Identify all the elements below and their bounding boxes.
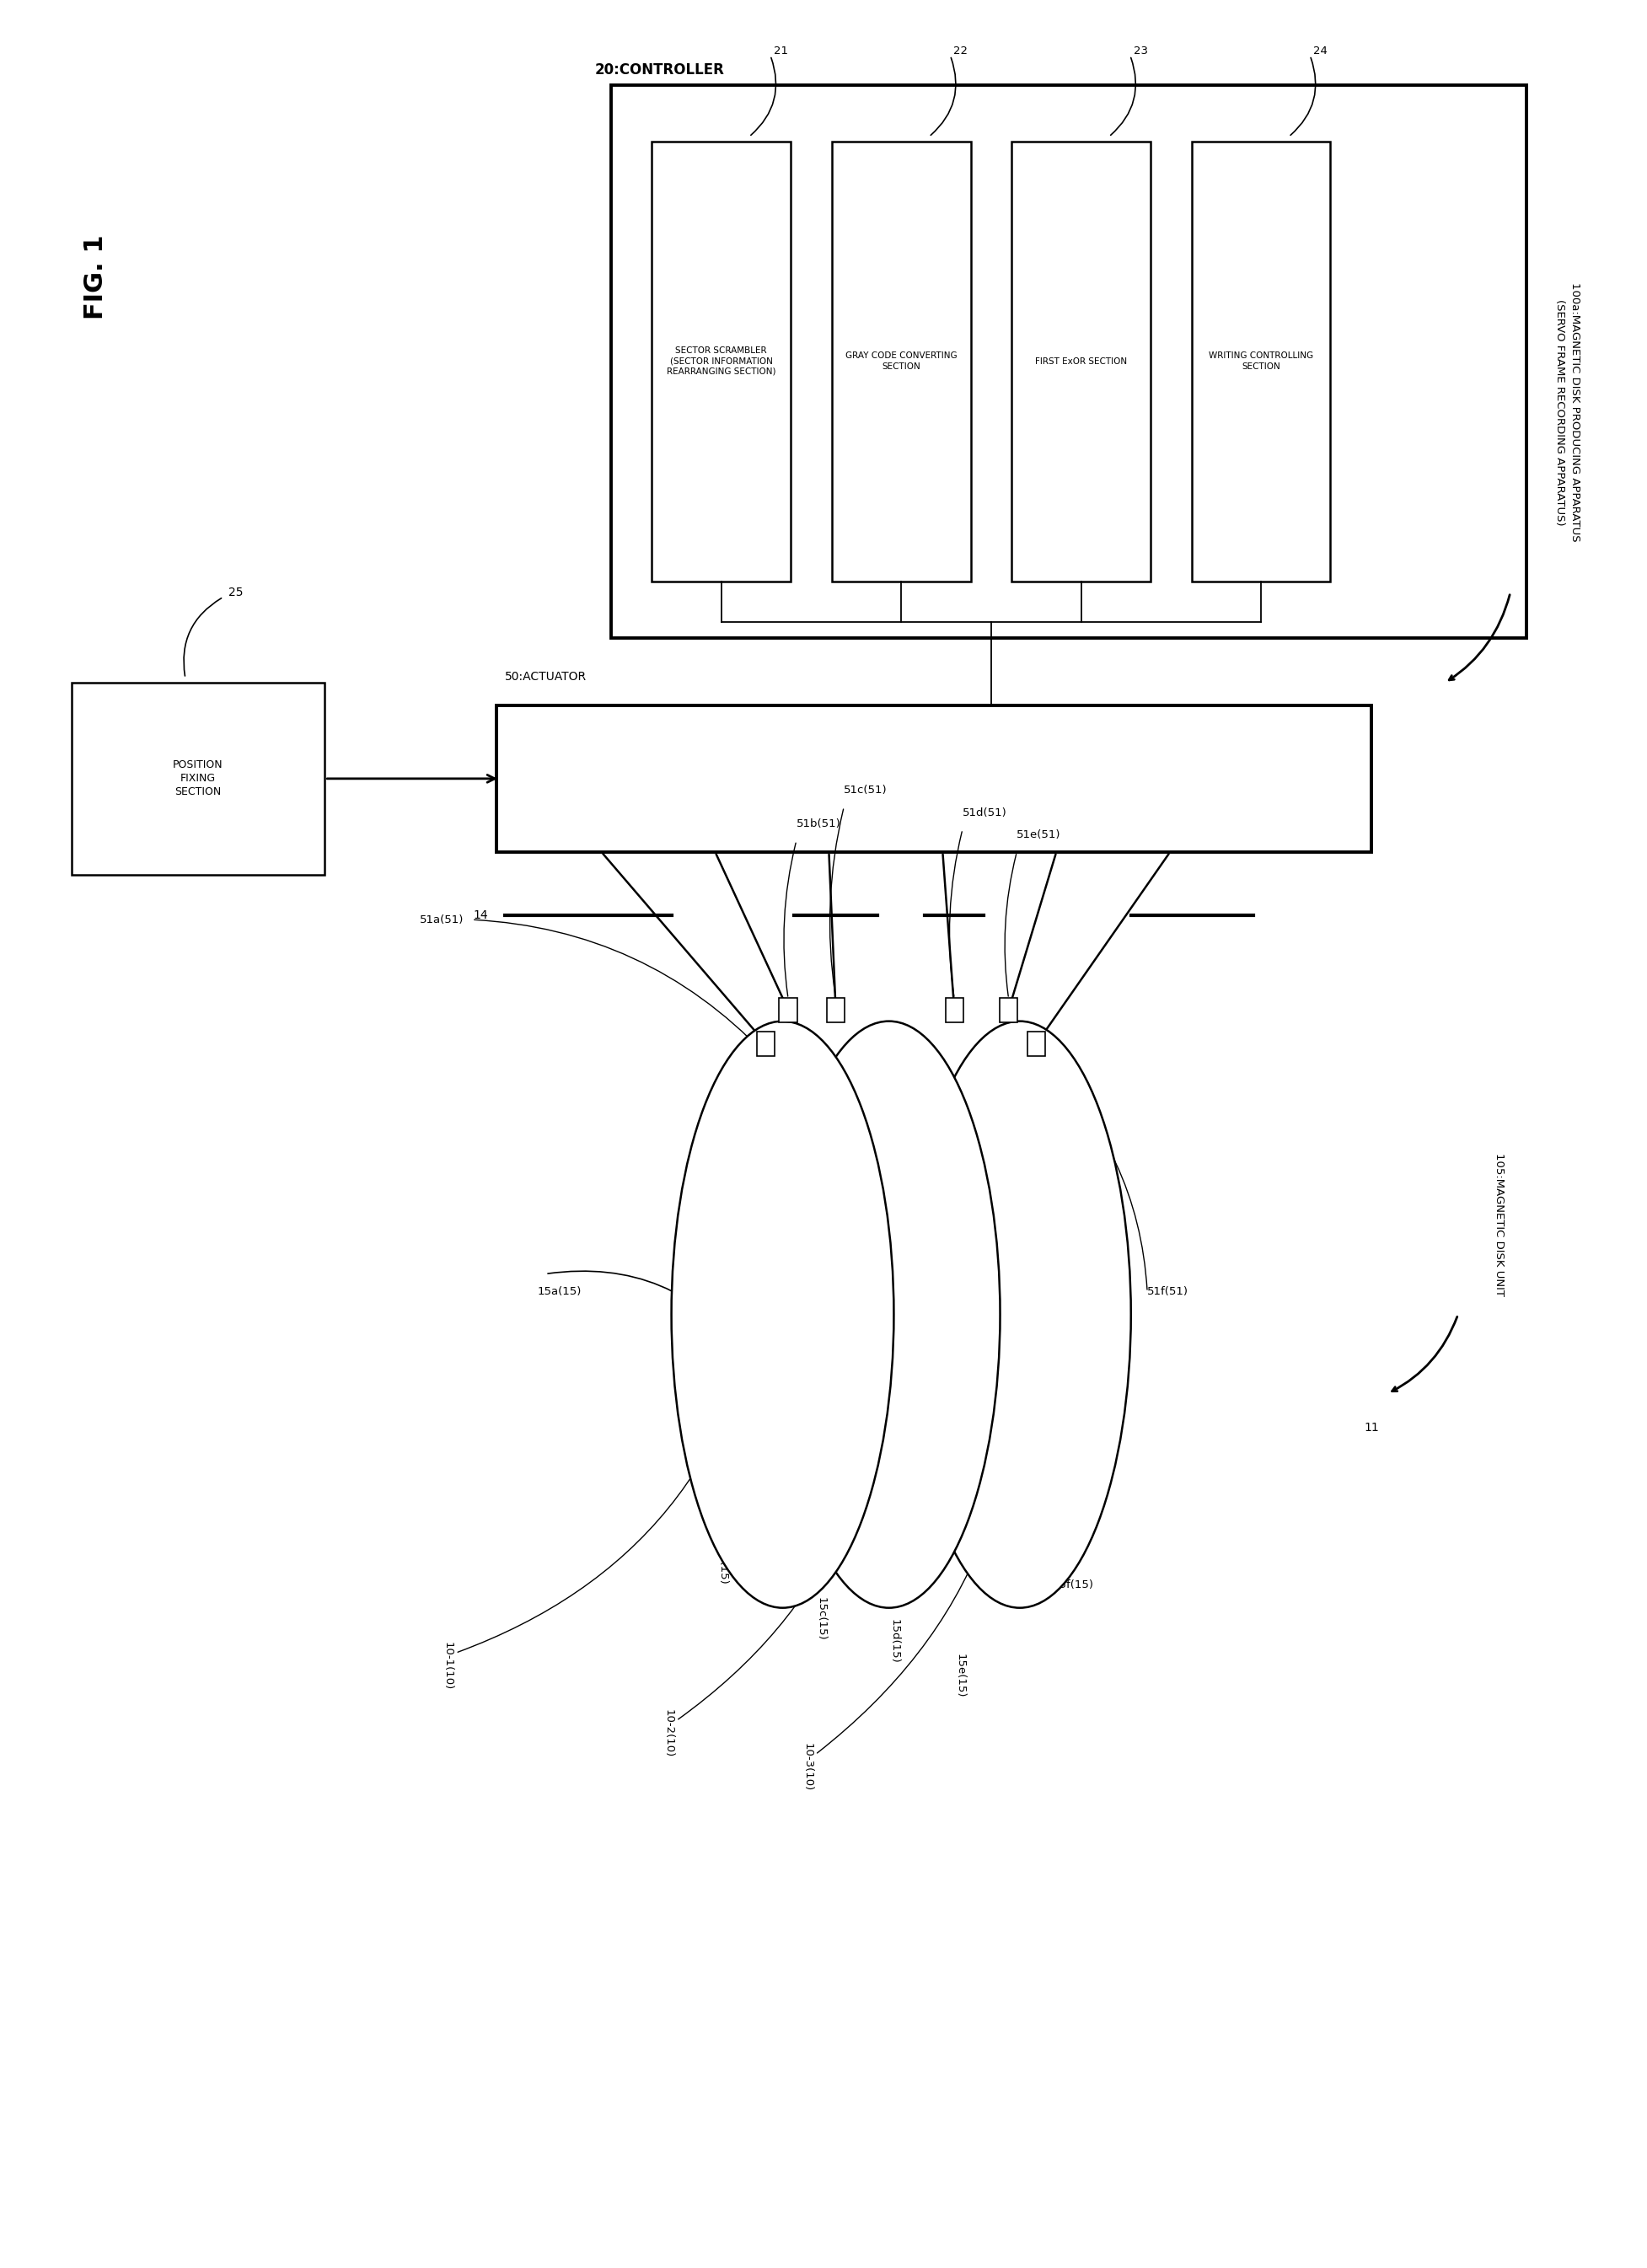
Bar bbox=[71, 683, 324, 875]
Text: 51a(51): 51a(51) bbox=[420, 914, 464, 925]
Ellipse shape bbox=[909, 1021, 1131, 1608]
Text: 50:ACTUATOR: 50:ACTUATOR bbox=[504, 671, 586, 683]
Text: 15a(15): 15a(15) bbox=[537, 1286, 581, 1297]
Bar bbox=[827, 998, 845, 1023]
Text: 20:CONTROLLER: 20:CONTROLLER bbox=[595, 61, 725, 77]
Ellipse shape bbox=[777, 1021, 1000, 1608]
Text: 23: 23 bbox=[1133, 45, 1148, 57]
Text: 10-1(10): 10-1(10) bbox=[441, 1642, 453, 1690]
Text: 100a:MAGNETIC DISK PRODUCING APPARATUS
(SERVO FRAME RECORDING APPARATUS): 100a:MAGNETIC DISK PRODUCING APPARATUS (… bbox=[1555, 281, 1581, 542]
Text: 14: 14 bbox=[473, 909, 488, 921]
Text: 15c(15): 15c(15) bbox=[815, 1597, 827, 1640]
Bar bbox=[779, 998, 797, 1023]
Text: 51d(51): 51d(51) bbox=[962, 807, 1006, 819]
Text: 24: 24 bbox=[1313, 45, 1327, 57]
Text: 10-2(10): 10-2(10) bbox=[662, 1710, 674, 1758]
Bar bbox=[496, 705, 1372, 853]
Text: 21: 21 bbox=[774, 45, 787, 57]
Text: 51b(51): 51b(51) bbox=[797, 819, 842, 830]
Text: 51e(51): 51e(51) bbox=[1016, 830, 1061, 841]
Text: 51f(51): 51f(51) bbox=[1148, 1286, 1189, 1297]
Bar bbox=[1028, 1032, 1046, 1057]
Bar bbox=[1000, 998, 1018, 1023]
Bar bbox=[832, 141, 970, 581]
Text: 15b(15): 15b(15) bbox=[716, 1540, 728, 1585]
Text: 15e(15): 15e(15) bbox=[954, 1653, 965, 1699]
Text: 10-3(10): 10-3(10) bbox=[802, 1744, 812, 1792]
Text: 25: 25 bbox=[229, 587, 244, 599]
Text: 15f(15): 15f(15) bbox=[1052, 1581, 1094, 1590]
Text: FIRST ExOR SECTION: FIRST ExOR SECTION bbox=[1034, 356, 1127, 365]
Text: GRAY CODE CONVERTING
SECTION: GRAY CODE CONVERTING SECTION bbox=[845, 352, 957, 370]
Text: FIG. 1: FIG. 1 bbox=[84, 234, 109, 320]
Text: SECTOR SCRAMBLER
(SECTOR INFORMATION
REARRANGING SECTION): SECTOR SCRAMBLER (SECTOR INFORMATION REA… bbox=[667, 347, 776, 376]
Bar bbox=[1191, 141, 1331, 581]
Bar bbox=[611, 84, 1527, 637]
Text: 22: 22 bbox=[954, 45, 968, 57]
Text: WRITING CONTROLLING
SECTION: WRITING CONTROLLING SECTION bbox=[1209, 352, 1313, 370]
Text: 15d(15): 15d(15) bbox=[889, 1619, 899, 1665]
Bar bbox=[945, 998, 963, 1023]
Text: 51c(51): 51c(51) bbox=[843, 785, 888, 796]
Text: 105:MAGNETIC DISK UNIT: 105:MAGNETIC DISK UNIT bbox=[1494, 1152, 1504, 1295]
Bar bbox=[758, 1032, 776, 1057]
Text: 11: 11 bbox=[1364, 1422, 1379, 1433]
Bar bbox=[1011, 141, 1151, 581]
Text: POSITION
FIXING
SECTION: POSITION FIXING SECTION bbox=[173, 760, 222, 798]
Ellipse shape bbox=[672, 1021, 894, 1608]
Bar bbox=[652, 141, 791, 581]
